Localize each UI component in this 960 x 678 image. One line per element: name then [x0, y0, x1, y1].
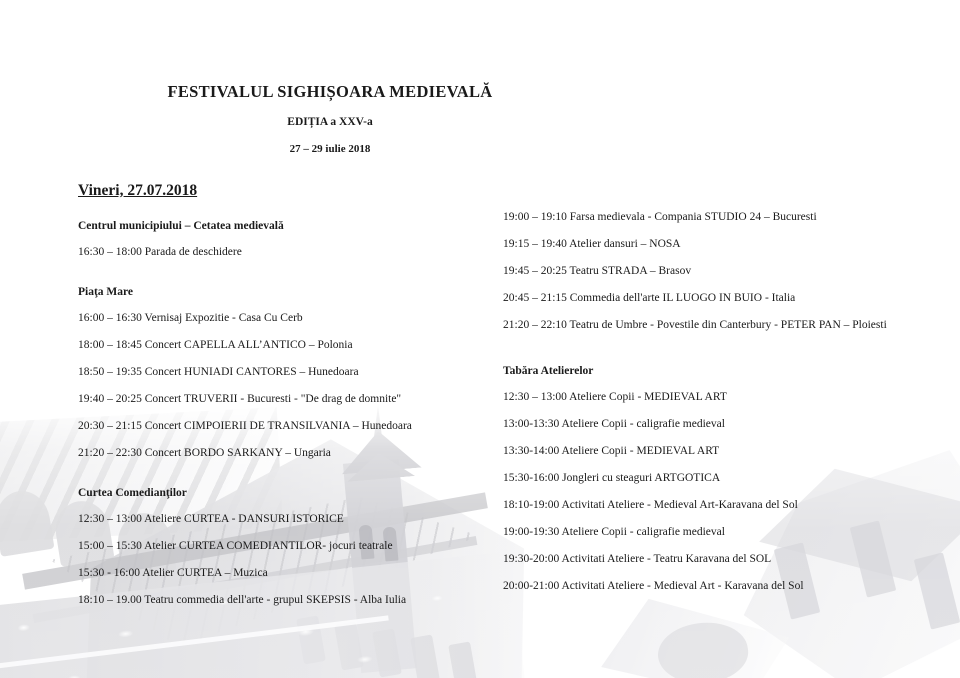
event-item: 19:45 – 20:25 Teatru STRADA – Brasov — [503, 265, 692, 277]
event-item: 16:00 – 16:30 Vernisaj Expozitie - Casa … — [78, 312, 303, 324]
watermark-dormer — [372, 628, 402, 678]
event-item: 18:00 – 18:45 Concert CAPELLA ALL’ANTICO… — [78, 339, 353, 351]
event-item: 19:00 – 19:10 Farsa medievala - Compania… — [503, 211, 817, 223]
watermark-dormer — [448, 641, 478, 678]
watermark-tree — [654, 617, 752, 678]
event-item: 16:30 – 18:00 Parada de deschidere — [78, 246, 242, 258]
event-item: 12:30 – 13:00 Ateliere CURTEA - DANSURI … — [78, 513, 344, 525]
page-title: FESTIVALUL SIGHIȘOARA MEDIEVALĂ — [167, 82, 493, 101]
event-item: 19:40 – 20:25 Concert TRUVERII - Bucures… — [78, 393, 402, 405]
event-item: 13:00-13:30 Ateliere Copii - caligrafie … — [503, 418, 725, 430]
venue-heading: Curtea Comedianţilor — [78, 487, 187, 499]
event-item: 18:10 – 19.00 Teatru commedia dell'arte … — [78, 594, 407, 606]
venue-heading: Tabăra Atelierelor — [503, 365, 594, 377]
program-column-right: 19:00 – 19:10 Farsa medievala - Compania… — [503, 211, 923, 607]
watermark-dormer — [296, 615, 326, 665]
watermark-dormer — [410, 634, 440, 678]
date-range-label: 27 – 29 iulie 2018 — [289, 143, 371, 155]
event-item: 13:30-14:00 Ateliere Copii - MEDIEVAL AR… — [503, 445, 720, 457]
event-item: 21:20 – 22:10 Teatru de Umbre - Povestil… — [503, 319, 887, 331]
watermark-arch — [0, 487, 55, 557]
watermark-street-edge — [0, 615, 389, 672]
program-column-left: Vineri, 27.07.2018 Centrul municipiului … — [78, 182, 498, 621]
title-block: FESTIVALUL SIGHIȘOARA MEDIEVALĂ EDIȚIA a… — [0, 82, 660, 155]
event-item: 20:00-21:00 Activitati Ateliere - Mediev… — [503, 580, 804, 592]
program-section: Piaţa Mare 16:00 – 16:30 Vernisaj Expozi… — [78, 286, 498, 459]
program-section: Curtea Comedianţilor 12:30 – 13:00 Ateli… — [78, 487, 498, 606]
program-section: Tabăra Atelierelor 12:30 – 13:00 Atelier… — [503, 365, 923, 592]
watermark-dormer — [334, 621, 364, 671]
event-item: 15:30-16:00 Jongleri cu steaguri ARTGOTI… — [503, 472, 721, 484]
event-item: 19:15 – 19:40 Atelier dansuri – NOSA — [503, 238, 681, 250]
event-item: 20:30 – 21:15 Concert CIMPOIERII DE TRAN… — [78, 420, 412, 432]
edition-label: EDIȚIA a XXV-a — [287, 116, 373, 128]
event-item: 19:00-19:30 Ateliere Copii - caligrafie … — [503, 526, 725, 538]
venue-heading: Centrul municipiului – Cetatea medievală — [78, 220, 284, 232]
event-item: 20:45 – 21:15 Commedia dell'arte IL LUOG… — [503, 292, 796, 304]
venue-heading: Piaţa Mare — [78, 286, 134, 298]
event-item: 19:30-20:00 Activitati Ateliere - Teatru… — [503, 553, 772, 565]
event-item: 18:50 – 19:35 Concert HUNIADI CANTORES –… — [78, 366, 359, 378]
event-item: 18:10-19:00 Activitati Ateliere - Mediev… — [503, 499, 798, 511]
event-item: 15:30 - 16:00 Atelier CURTEA – Muzica — [78, 567, 268, 579]
event-item: 21:20 – 22:30 Concert BORDO SARKANY – Un… — [78, 447, 331, 459]
day-heading: Vineri, 27.07.2018 — [78, 182, 198, 199]
event-item: 15:00 – 15:30 Atelier CURTEA COMEDIANTIL… — [78, 540, 393, 552]
event-item: 12:30 – 13:00 Ateliere Copii - MEDIEVAL … — [503, 391, 727, 403]
program-section: Centrul municipiului – Cetatea medievală… — [78, 220, 498, 258]
program-section: 19:00 – 19:10 Farsa medievala - Compania… — [503, 211, 923, 331]
